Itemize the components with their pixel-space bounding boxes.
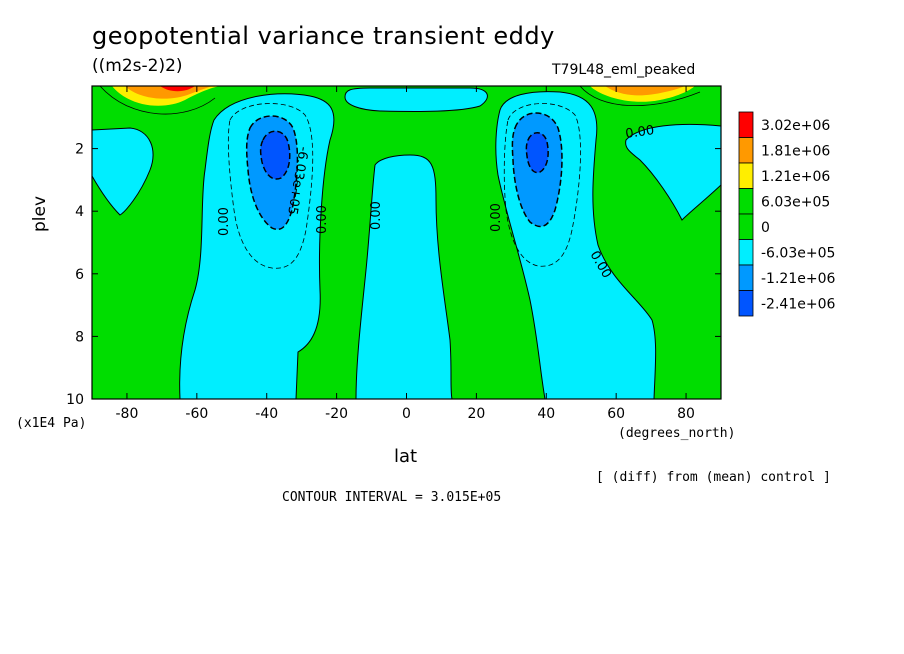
legend-swatch (738, 239, 754, 266)
run-label: T79L48_eml_peaked (552, 62, 696, 78)
legend-label: -2.41e+06 (761, 297, 835, 313)
x-tick-label: 80 (677, 406, 695, 422)
nh-outer-dashed-contour (503, 103, 581, 267)
top-right-thin-contour (579, 86, 701, 106)
y-axis-units: (x1E4 Pa) (16, 416, 87, 431)
legend: 3.02e+06 1.81e+06 1.21e+06 6.03e+05 0 -6.03e+… (738, 111, 835, 317)
legend-label: 3.02e+06 (761, 118, 830, 134)
x-tick-label: -80 (116, 406, 139, 422)
contour-label: 0.00 (624, 123, 655, 142)
equatorial-negative-column (355, 154, 453, 399)
y-axis: 2 4 6 8 10 (66, 142, 721, 408)
x-tick-label: 60 (607, 406, 625, 422)
legend-label: -1.21e+06 (761, 271, 835, 287)
legend-swatch (738, 137, 754, 164)
y-tick-label: 10 (66, 392, 84, 408)
top-left-orange-band (125, 86, 212, 99)
contour-label: 0.00 (369, 201, 384, 230)
legend-swatch (738, 188, 754, 215)
legend-swatch (738, 162, 754, 189)
top-right-orange-band (605, 86, 685, 96)
equatorial-negative-region (344, 87, 488, 112)
contour-label: 0.00 (489, 203, 504, 232)
y-tick-label: 4 (75, 204, 84, 220)
y-tick-label: 2 (75, 142, 84, 158)
legend-label: 6.03e+05 (761, 195, 830, 211)
contour-label: 0.00 (217, 207, 232, 236)
nh-strong-negative-core (525, 132, 549, 174)
contour-fields (92, 86, 721, 399)
chart-title: geopotential variance transient eddy (92, 22, 555, 50)
sh-outer-dashed-contour (227, 103, 314, 269)
x-tick-label: -20 (325, 406, 348, 422)
contour-label: 0.00 (315, 205, 330, 234)
legend-label: -6.03e+05 (761, 246, 835, 262)
legend-label: 1.81e+06 (761, 144, 830, 160)
chart-units: ((m2s-2)2) (92, 56, 183, 76)
legend-swatch (738, 290, 754, 317)
top-left-thin-contour (99, 86, 216, 115)
x-tick-label: 0 (402, 406, 411, 422)
legend-label: 1.21e+06 (761, 169, 830, 185)
y-tick-label: 8 (75, 329, 84, 345)
sh-negative-region (92, 127, 154, 216)
x-axis-label: lat (394, 446, 418, 467)
x-tick-label: 40 (537, 406, 555, 422)
y-tick-label: 6 (75, 267, 84, 283)
nh-polar-negative-region (625, 123, 721, 221)
x-tick-label: -60 (185, 406, 208, 422)
legend-label: 0 (761, 220, 770, 236)
legend-swatch (738, 111, 754, 138)
legend-swatch (738, 213, 754, 240)
x-axis-units: (degrees_north) (618, 426, 736, 441)
x-axis: -80 -60 -40 -20 0 20 40 60 80 (116, 86, 695, 422)
sh-strong-negative-core (259, 130, 291, 180)
legend-swatch (738, 264, 754, 291)
contour-interval: CONTOUR INTERVAL = 3.015E+05 (282, 490, 502, 505)
top-left-red-core (160, 86, 195, 92)
difference-note: [ (diff) from (mean) control ] (596, 470, 831, 485)
x-tick-label: -40 (255, 406, 278, 422)
x-tick-label: 20 (467, 406, 485, 422)
